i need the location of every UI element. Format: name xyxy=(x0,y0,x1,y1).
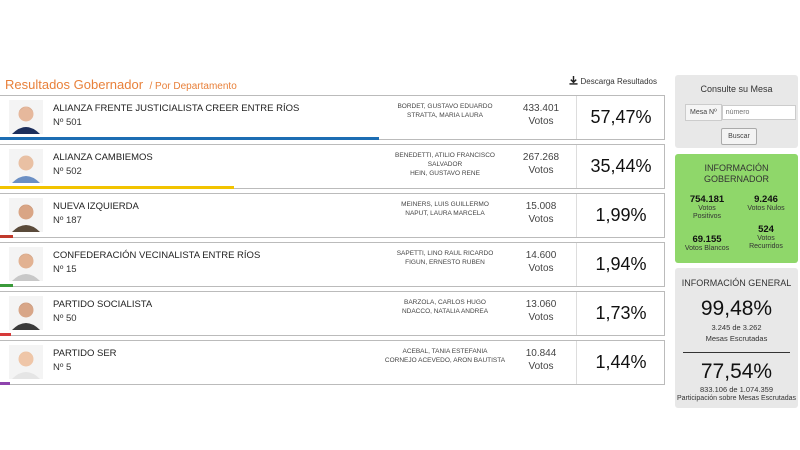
votes-count: 10.844 xyxy=(525,348,557,359)
vote-percentage: 1,94% xyxy=(576,243,665,286)
party-name: CONFEDERACIÓN VECINALISTA ENTRE RÍOS xyxy=(53,250,261,261)
candidate-photo xyxy=(9,247,43,281)
vote-share-bar xyxy=(0,235,14,238)
candidates: MEINERS, LUIS GUILLERMO NAPUT, LAURA MAR… xyxy=(380,200,510,218)
consulte-title: Consulte su Mesa xyxy=(700,84,773,94)
candidate-vice: CORNEJO ACEVEDO, ARON BAUTISTA xyxy=(384,357,506,364)
candidates: BORDET, GUSTAVO EDUARDO STRATTA, MARIA L… xyxy=(380,102,510,120)
result-row[interactable]: ALIANZA CAMBIEMOS Nº 502 BENEDETTI, ATIL… xyxy=(0,144,665,189)
vote-share-bar xyxy=(0,284,13,287)
candidates: SAPETTI, LINO RAUL RICARDO FIGUN, ERNEST… xyxy=(380,249,510,267)
votes-count: 433.401 xyxy=(522,103,560,114)
votos-blancos-stat: 69.155 Votos Blancos xyxy=(684,234,730,252)
vote-percentage: 57,47% xyxy=(576,96,665,139)
votes-label: Votos xyxy=(528,312,554,323)
votes-label: Votos xyxy=(528,361,554,372)
votos-nulos-stat: 9.246 Votos Nulos xyxy=(747,194,785,212)
vote-share-bar xyxy=(0,186,234,189)
votes-label: Votos xyxy=(528,214,554,225)
divider xyxy=(683,352,790,353)
mesas-escrutadas-pct: 99,48% xyxy=(700,297,773,320)
candidate-governor: ACEBAL, TANIA ESTEFANIA xyxy=(402,348,488,355)
candidate-photo xyxy=(9,198,43,232)
mesa-number-input[interactable] xyxy=(721,105,796,120)
votes-count: 13.060 xyxy=(525,299,557,310)
candidate-photo xyxy=(9,149,43,183)
candidate-vice: HEIN, GUSTAVO RENE xyxy=(410,170,480,177)
download-icon xyxy=(568,76,578,87)
votes-label: Votos xyxy=(528,165,554,176)
result-row[interactable]: NUEVA IZQUIERDA Nº 187 MEINERS, LUIS GUI… xyxy=(0,193,665,238)
candidates: BARZOLA, CARLOS HUGO NDACCO, NATALIA AND… xyxy=(380,298,510,316)
votes: 433.401 Votos xyxy=(511,102,571,128)
party-name: NUEVA IZQUIERDA xyxy=(53,201,139,212)
votes-label: Votos xyxy=(528,263,554,274)
candidate-governor: BORDET, GUSTAVO EDUARDO xyxy=(397,103,493,110)
party-number: Nº 502 xyxy=(53,166,82,177)
mesa-search-row: Mesa Nº xyxy=(685,104,796,121)
party-name: ALIANZA CAMBIEMOS xyxy=(53,152,153,163)
vote-share-bar xyxy=(0,333,12,336)
by-department-link[interactable]: / Por Departamento xyxy=(149,81,237,92)
candidate-governor: BARZOLA, CARLOS HUGO xyxy=(404,299,486,306)
candidate-photo xyxy=(9,100,43,134)
party-number: Nº 5 xyxy=(53,362,72,373)
vote-share-bar xyxy=(0,137,380,140)
votes: 10.844 Votos xyxy=(511,347,571,373)
mesas-escrutadas-label: Mesas Escrutadas xyxy=(705,334,768,343)
mesa-label: Mesa Nº xyxy=(685,104,722,121)
votes: 15.008 Votos xyxy=(511,200,571,226)
candidate-photo xyxy=(9,345,43,379)
result-row[interactable]: PARTIDO SOCIALISTA Nº 50 BARZOLA, CARLOS… xyxy=(0,291,665,336)
download-results-button[interactable]: Descarga Resultados xyxy=(568,76,657,87)
party-number: Nº 187 xyxy=(53,215,82,226)
party-name: ALIANZA FRENTE JUSTICIALISTA CREER ENTRE… xyxy=(53,103,300,114)
mesas-escrutadas-count: 3.245 de 3.262 xyxy=(711,323,762,332)
result-row[interactable]: PARTIDO SER Nº 5 ACEBAL, TANIA ESTEFANIA… xyxy=(0,340,665,385)
candidate-photo xyxy=(9,296,43,330)
candidate-vice: STRATTA, MARIA LAURA xyxy=(407,112,483,119)
votes: 14.600 Votos xyxy=(511,249,571,275)
buscar-button[interactable]: Buscar xyxy=(721,128,757,145)
participacion-label: Participación sobre Mesas Escrutadas xyxy=(676,395,797,402)
party-number: Nº 15 xyxy=(53,264,77,275)
candidate-governor: SAPETTI, LINO RAUL RICARDO xyxy=(396,250,494,257)
votes-count: 267.268 xyxy=(522,152,560,163)
votes-label: Votos xyxy=(528,116,554,127)
participacion-pct: 77,54% xyxy=(700,360,773,383)
candidate-vice: NAPUT, LAURA MARCELA xyxy=(405,210,485,217)
candidate-vice: NDACCO, NATALIA ANDREA xyxy=(401,308,489,315)
page-title: Resultados Gobernador xyxy=(5,77,144,92)
vote-percentage: 1,44% xyxy=(576,341,665,384)
party-name: PARTIDO SOCIALISTA xyxy=(53,299,153,310)
results-list: ALIANZA FRENTE JUSTICIALISTA CREER ENTRE… xyxy=(0,95,665,389)
info-general-panel: INFORMACIÓN GENERAL 99,48% 3.245 de 3.26… xyxy=(675,268,798,408)
votos-recurridos-stat: 524 Votos Recurridos xyxy=(749,224,783,250)
votes: 267.268 Votos xyxy=(511,151,571,177)
info-gobernador-panel: INFORMACIÓN GOBERNADOR 754.181 Votos Pos… xyxy=(675,154,798,263)
party-name: PARTIDO SER xyxy=(53,348,117,359)
candidates: ACEBAL, TANIA ESTEFANIA CORNEJO ACEVEDO,… xyxy=(380,347,510,365)
general-title: INFORMACIÓN GENERAL xyxy=(681,278,792,288)
result-row[interactable]: ALIANZA FRENTE JUSTICIALISTA CREER ENTRE… xyxy=(0,95,665,140)
info-title: INFORMACIÓN GOBERNADOR xyxy=(703,163,769,184)
vote-percentage: 1,73% xyxy=(576,292,665,335)
candidate-governor: MEINERS, LUIS GUILLERMO xyxy=(401,201,489,208)
consulte-mesa-panel: Consulte su Mesa Mesa Nº Buscar xyxy=(675,75,798,148)
candidates: BENEDETTI, ATILIO FRANCISCO SALVADOR HEI… xyxy=(380,151,510,178)
vote-percentage: 35,44% xyxy=(576,145,665,188)
votes: 13.060 Votos xyxy=(511,298,571,324)
party-number: Nº 501 xyxy=(53,117,82,128)
candidate-governor: BENEDETTI, ATILIO FRANCISCO SALVADOR xyxy=(395,152,495,168)
vote-percentage: 1,99% xyxy=(576,194,665,237)
votos-positivos-stat: 754.181 Votos Positivos xyxy=(689,194,725,220)
participacion-count: 833.106 de 1.074.359 xyxy=(700,385,773,394)
votes-count: 15.008 xyxy=(525,201,557,212)
party-number: Nº 50 xyxy=(53,313,77,324)
vote-share-bar xyxy=(0,382,10,385)
result-row[interactable]: CONFEDERACIÓN VECINALISTA ENTRE RÍOS Nº … xyxy=(0,242,665,287)
results-header: Resultados Gobernador / Por Departamento… xyxy=(5,76,665,94)
candidate-vice: FIGUN, ERNESTO RUBEN xyxy=(405,259,485,266)
votes-count: 14.600 xyxy=(525,250,557,261)
